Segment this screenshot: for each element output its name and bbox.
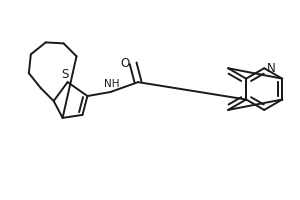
Text: N: N [267,62,275,75]
Text: NH: NH [103,79,119,89]
Text: O: O [121,57,130,70]
Text: S: S [61,68,68,81]
